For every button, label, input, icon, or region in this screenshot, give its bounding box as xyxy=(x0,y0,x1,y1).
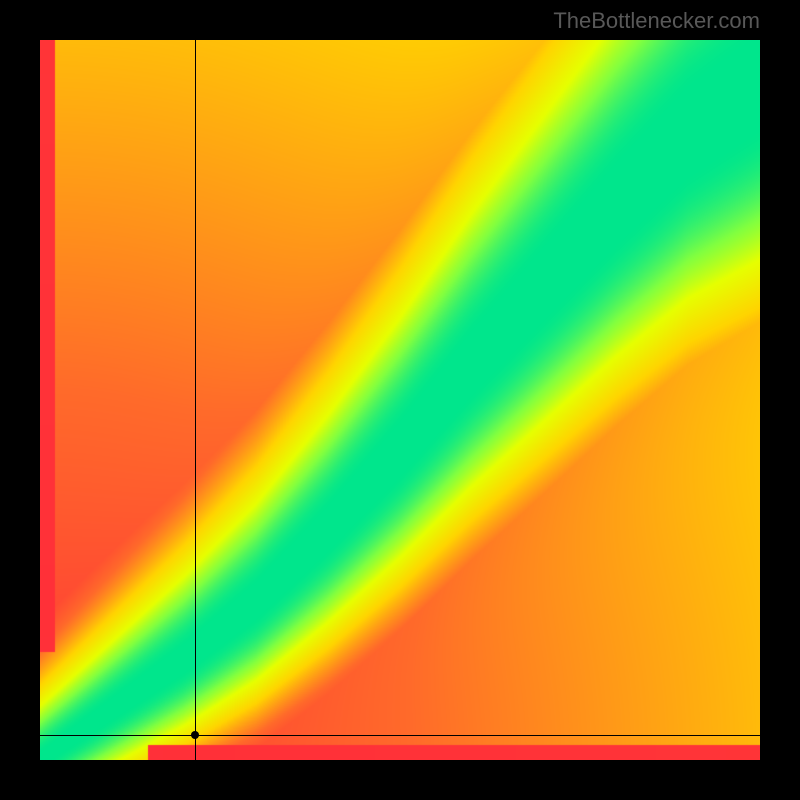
watermark-text: TheBottlenecker.com xyxy=(553,8,760,34)
chart-container: TheBottlenecker.com xyxy=(0,0,800,800)
crosshair-vertical xyxy=(195,40,196,760)
crosshair-marker-dot xyxy=(191,731,199,739)
heatmap-canvas xyxy=(40,40,760,760)
crosshair-horizontal xyxy=(40,735,760,736)
chart-plot-area xyxy=(40,40,760,760)
